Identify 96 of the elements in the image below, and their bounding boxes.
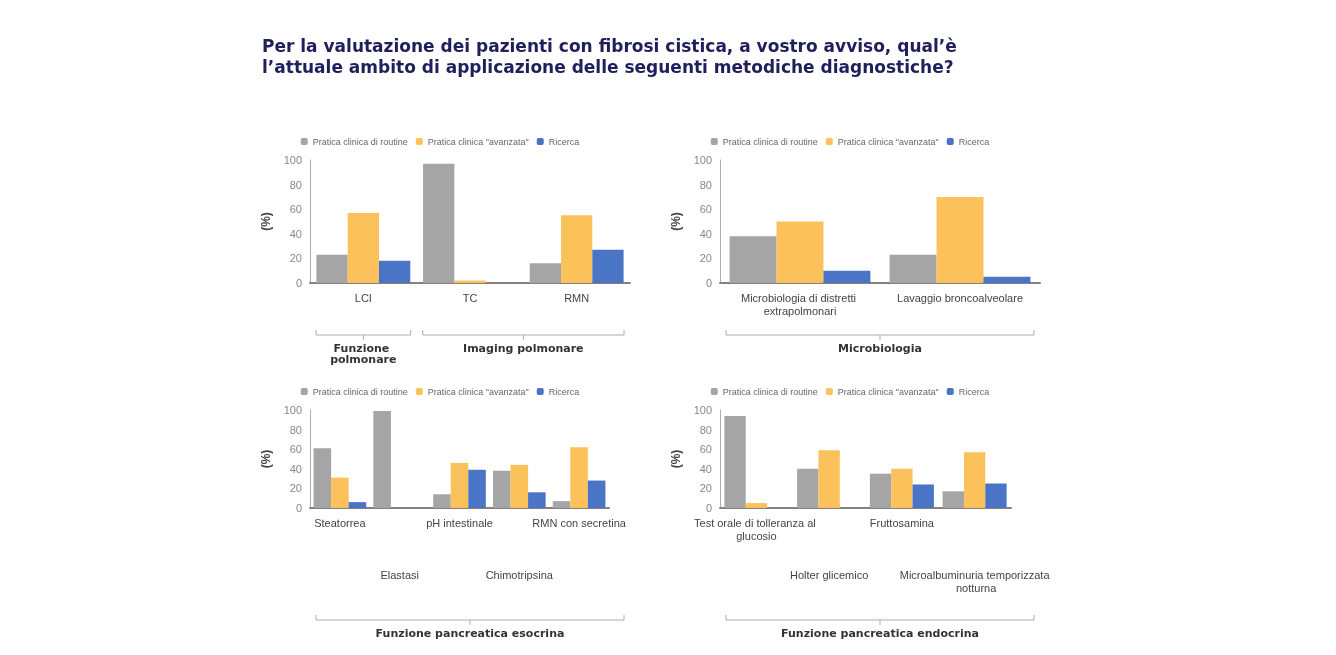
bar <box>552 501 571 508</box>
y-tick-label: 100 <box>283 404 302 416</box>
legend-label: Ricerca <box>958 136 990 147</box>
bar <box>492 470 511 508</box>
y-tick-label: 60 <box>699 203 712 216</box>
bar <box>985 483 1007 508</box>
y-tick-label: 60 <box>699 443 712 456</box>
y-tick-label: 100 <box>693 154 712 166</box>
x-tick-label: Lavaggio broncoalveolare <box>897 291 1023 304</box>
y-tick-label: 60 <box>289 203 302 216</box>
legend-label: Pratica clinica "avanzata" <box>427 386 529 397</box>
bar <box>776 221 824 283</box>
y-tick-label: 80 <box>699 178 712 191</box>
bar <box>823 270 871 283</box>
chart-title: Per la valutazione dei pazienti con fibrosi cistica, a vostro avviso, qual’è l’attuale ambito di applicazione delle seguenti metodiche diagnostiche? <box>262 36 958 78</box>
bar <box>316 254 348 283</box>
y-tick-label: 80 <box>699 423 712 436</box>
y-axis-title: (%) <box>259 212 273 231</box>
legend-label: Ricerca <box>548 386 580 397</box>
y-axis-title: (%) <box>669 449 683 469</box>
bar <box>889 254 937 283</box>
y-tick-label: 0 <box>705 502 712 514</box>
y-tick-label: 80 <box>289 423 302 436</box>
bar <box>869 473 892 508</box>
bar <box>891 468 913 508</box>
legend-label: Ricerca <box>548 136 580 147</box>
legend-label: Pratica clinica di routine <box>312 136 408 147</box>
bar <box>936 196 984 283</box>
bar <box>570 447 588 508</box>
text: Funzione polmonare <box>330 342 397 366</box>
bar <box>729 236 777 283</box>
y-axis-title: (%) <box>669 212 683 231</box>
legend-label: Pratica clinica "avanzata" <box>837 386 939 397</box>
y-tick-label: 20 <box>699 252 712 265</box>
legend-label: Pratica clinica "avanzata" <box>427 136 529 147</box>
text: Funzione pancreatica esocrina <box>375 627 565 640</box>
y-tick-label: 40 <box>699 462 712 475</box>
bar <box>797 468 819 508</box>
x-tick-label: Fruttosamina <box>869 516 935 529</box>
bar <box>561 215 593 283</box>
bar <box>331 477 349 508</box>
text: Imaging polmonare <box>463 342 584 355</box>
legend-label: Ricerca <box>958 386 990 397</box>
bar <box>745 503 768 508</box>
y-tick-label: 0 <box>295 502 302 514</box>
bar <box>347 212 379 283</box>
y-tick-label: 40 <box>699 227 712 240</box>
y-tick-label: 0 <box>705 277 712 289</box>
x-tick-label: pH intestinale <box>426 516 493 529</box>
legend-label: Pratica clinica "avanzata" <box>837 136 939 147</box>
x-tick-label: Steatorrea <box>314 516 367 529</box>
y-tick-label: 100 <box>283 154 302 166</box>
bar <box>587 480 606 508</box>
x-tick-label: Microbiologia di distretti extrapolmonari <box>741 291 859 317</box>
y-tick-label: 100 <box>693 404 712 416</box>
bar <box>942 491 964 508</box>
bar <box>373 410 391 508</box>
bar <box>529 263 562 283</box>
bar <box>528 492 546 508</box>
y-tick-label: 20 <box>699 482 712 495</box>
bar <box>818 450 840 508</box>
bar <box>348 502 367 508</box>
y-tick-label: 80 <box>289 178 302 191</box>
bar <box>433 494 451 508</box>
text: Funzione pancreatica endocrina <box>781 627 979 640</box>
x-tick-label: Holter glicemico <box>790 568 869 581</box>
bar <box>378 260 411 283</box>
text: Microbiologia <box>838 342 922 355</box>
y-tick-label: 40 <box>289 227 302 240</box>
bar <box>468 469 486 508</box>
legend-label: Pratica clinica di routine <box>722 136 818 147</box>
y-tick-label: 40 <box>289 462 302 475</box>
x-tick-label: Chimotripsina <box>485 568 554 581</box>
y-tick-label: 60 <box>289 443 302 456</box>
x-tick-label: RMN con secretina <box>532 516 627 529</box>
x-tick-label: Elastasi <box>380 568 419 581</box>
bar <box>450 462 469 508</box>
x-tick-label: TC <box>462 291 478 304</box>
bar <box>983 276 1031 283</box>
x-tick-label: Microalbuminuria temporizzata notturna <box>899 568 1051 594</box>
legend-label: Pratica clinica di routine <box>312 386 408 397</box>
bar <box>963 452 986 508</box>
y-tick-label: 20 <box>289 252 302 265</box>
legend-label: Pratica clinica di routine <box>722 386 818 397</box>
bar <box>912 484 934 508</box>
y-tick-label: 0 <box>295 277 302 289</box>
bar <box>313 448 332 508</box>
y-axis-title: (%) <box>259 449 273 469</box>
x-tick-label: RMN <box>564 291 590 304</box>
bar <box>724 415 746 508</box>
y-tick-label: 20 <box>289 482 302 495</box>
x-tick-label: Test orale di tolleranza al glucosio <box>694 516 819 542</box>
bar <box>592 249 624 283</box>
x-tick-label: LCI <box>354 291 372 304</box>
bar <box>423 163 455 283</box>
bar <box>510 464 529 508</box>
